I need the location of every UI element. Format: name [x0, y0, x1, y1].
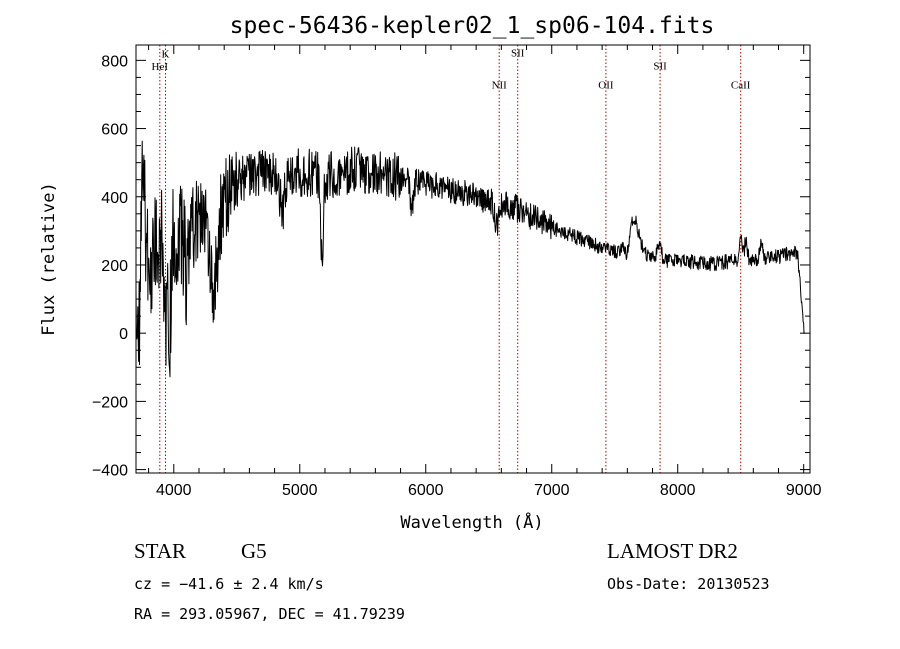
x-tick-label: 4000: [156, 482, 192, 499]
x-tick-label: 9000: [786, 482, 822, 499]
reference-lines: [159, 45, 742, 473]
y-tick-label: 200: [101, 258, 128, 275]
x-tick-label: 7000: [534, 482, 570, 499]
x-tick-label: 8000: [660, 482, 696, 499]
reference-line-label: SII: [511, 47, 525, 59]
plot-frame: [135, 44, 811, 474]
y-tick-label: 400: [101, 190, 128, 207]
redshift-velocity: cz = −41.6 ± 2.4 km/s: [134, 575, 324, 593]
x-tick-label: 6000: [408, 482, 444, 499]
y-tick-label: 800: [101, 53, 128, 70]
spectrum-series-line: [135, 140, 805, 378]
object-class: STAR: [134, 539, 186, 563]
object-subclass: G5: [241, 539, 267, 563]
observation-date: Obs-Date: 20130523: [607, 575, 770, 593]
reference-line-label: CaII: [731, 79, 751, 91]
axis-ticks: 4000 5000 6000 7000 8000 9000 −400 −200 0 200 400 6…: [92, 45, 822, 499]
y-tick-label: −400: [92, 463, 128, 480]
y-tick-label: −200: [92, 394, 128, 411]
reference-line-label: OII: [598, 79, 614, 91]
reference-line-label: K: [162, 49, 170, 61]
reference-line-label: NII: [492, 79, 508, 91]
x-axis-label: Wavelength (Å): [400, 511, 543, 533]
reference-line-label: SII: [653, 61, 667, 73]
reference-line-label: HeI: [152, 61, 169, 73]
chart-title: spec-56436-kepler02_1_sp06-104.fits: [230, 13, 715, 39]
y-axis-label: Flux (relative): [39, 182, 59, 336]
y-tick-label: 600: [101, 122, 128, 139]
ra-dec-coordinates: RA = 293.05967, DEC = 41.79239: [134, 605, 405, 623]
survey-name: LAMOST DR2: [607, 539, 738, 563]
x-tick-label: 5000: [282, 482, 318, 499]
plot-area: 4000 5000 6000 7000 8000 9000 −400 −200 0 200 400 6…: [92, 44, 822, 499]
y-tick-label: 0: [119, 326, 128, 343]
